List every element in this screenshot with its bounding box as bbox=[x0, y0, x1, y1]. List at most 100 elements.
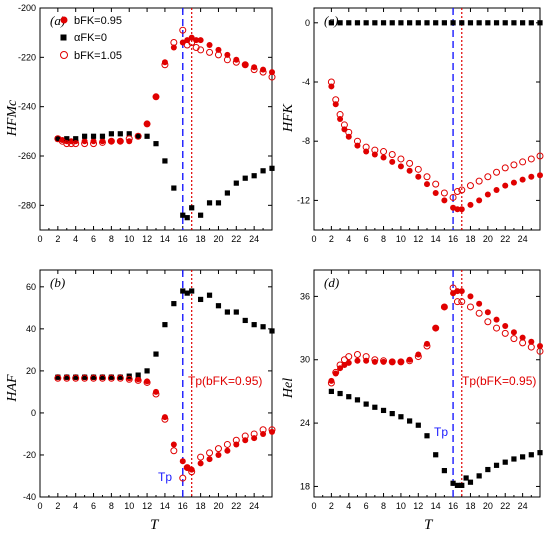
data-point bbox=[450, 480, 456, 486]
x-tick-label: 24 bbox=[518, 234, 528, 244]
data-point bbox=[67, 140, 75, 148]
data-point bbox=[64, 136, 70, 142]
data-point bbox=[332, 96, 340, 104]
x-tick-label: 14 bbox=[431, 234, 441, 244]
data-point bbox=[414, 165, 422, 173]
data-point bbox=[188, 34, 195, 41]
data-point bbox=[345, 359, 352, 366]
panel-a: 0 2 4 6 8 10 12 14 16 18 20 22 24-280-260-240-220-20… bbox=[5, 3, 276, 244]
data-point bbox=[454, 482, 461, 488]
data-point bbox=[528, 173, 535, 180]
x-tick-label: 4 bbox=[73, 234, 78, 244]
tp-red-label-d: Tp(bFK=0.95) bbox=[462, 374, 536, 388]
panel-label: (c) bbox=[324, 13, 338, 28]
data-point bbox=[537, 343, 543, 350]
series-1 bbox=[55, 131, 275, 221]
data-point bbox=[242, 61, 249, 68]
data-point bbox=[423, 342, 431, 350]
y-tick-label: -40 bbox=[23, 492, 36, 502]
y-tick-label: 36 bbox=[300, 291, 310, 301]
data-point bbox=[143, 120, 151, 128]
x-tick-label: 0 bbox=[37, 234, 42, 244]
x-tick-label: 6 bbox=[364, 501, 369, 511]
x-tick-label: 20 bbox=[483, 501, 493, 511]
x-tick-label: 18 bbox=[196, 234, 206, 244]
y-tick-label: -4 bbox=[302, 77, 310, 87]
data-point bbox=[432, 325, 439, 332]
data-point bbox=[453, 188, 461, 196]
data-point bbox=[501, 329, 509, 337]
data-point bbox=[108, 138, 115, 145]
data-point bbox=[485, 20, 491, 26]
data-point bbox=[117, 131, 123, 137]
data-point bbox=[179, 26, 187, 34]
data-point bbox=[380, 148, 388, 156]
data-point bbox=[241, 432, 249, 440]
data-point bbox=[64, 374, 70, 380]
series-2 bbox=[327, 78, 544, 201]
data-point bbox=[189, 205, 195, 211]
y-tick-label: -12 bbox=[297, 195, 310, 205]
data-point bbox=[206, 200, 213, 206]
data-point bbox=[371, 146, 379, 154]
data-point bbox=[458, 206, 465, 213]
data-point bbox=[388, 358, 396, 366]
data-point bbox=[161, 59, 168, 66]
data-point bbox=[389, 20, 395, 26]
data-point bbox=[125, 375, 133, 383]
data-point bbox=[453, 298, 461, 306]
data-point bbox=[337, 390, 343, 397]
x-tick-label: 2 bbox=[329, 501, 334, 511]
data-point bbox=[55, 136, 61, 142]
data-point bbox=[162, 322, 168, 328]
data-point bbox=[215, 451, 222, 458]
x-tick-label: 2 bbox=[55, 234, 60, 244]
data-point bbox=[354, 20, 361, 26]
data-point bbox=[458, 186, 466, 194]
data-point bbox=[493, 20, 500, 26]
data-point bbox=[327, 78, 335, 86]
legend-marker-afk0 bbox=[60, 34, 67, 41]
data-point bbox=[183, 464, 191, 472]
data-point bbox=[484, 173, 492, 181]
data-point bbox=[397, 155, 405, 163]
data-point bbox=[81, 138, 88, 145]
data-point bbox=[224, 309, 230, 315]
data-point bbox=[206, 449, 214, 457]
data-point bbox=[432, 190, 439, 196]
data-point bbox=[345, 353, 353, 361]
data-point bbox=[389, 358, 396, 365]
data-point bbox=[511, 456, 517, 462]
data-point bbox=[433, 452, 439, 458]
data-point bbox=[441, 20, 447, 26]
x-tick-label: 4 bbox=[73, 501, 78, 511]
x-tick-label: 20 bbox=[483, 234, 493, 244]
data-point bbox=[55, 374, 61, 380]
data-point bbox=[170, 39, 178, 47]
data-point bbox=[362, 143, 370, 151]
x-tick-label: 6 bbox=[91, 501, 96, 511]
data-point bbox=[475, 177, 483, 185]
data-point bbox=[388, 151, 396, 159]
series-1 bbox=[55, 288, 275, 380]
data-point bbox=[99, 374, 106, 380]
data-point bbox=[371, 358, 378, 365]
data-point bbox=[98, 374, 106, 382]
series-2 bbox=[54, 26, 276, 148]
data-point bbox=[414, 353, 422, 361]
data-point bbox=[415, 173, 422, 180]
data-point bbox=[108, 374, 114, 380]
x-tick-label: 0 bbox=[37, 501, 42, 511]
series-0 bbox=[328, 288, 543, 384]
data-point bbox=[197, 46, 205, 54]
data-point bbox=[134, 132, 142, 140]
data-point bbox=[179, 474, 187, 482]
data-point bbox=[519, 339, 527, 347]
data-point bbox=[415, 20, 421, 26]
x-tick-label: 22 bbox=[500, 234, 510, 244]
data-point bbox=[117, 138, 124, 145]
data-point bbox=[328, 20, 334, 26]
data-point bbox=[407, 418, 413, 424]
data-point bbox=[536, 152, 544, 160]
data-point bbox=[501, 164, 509, 172]
